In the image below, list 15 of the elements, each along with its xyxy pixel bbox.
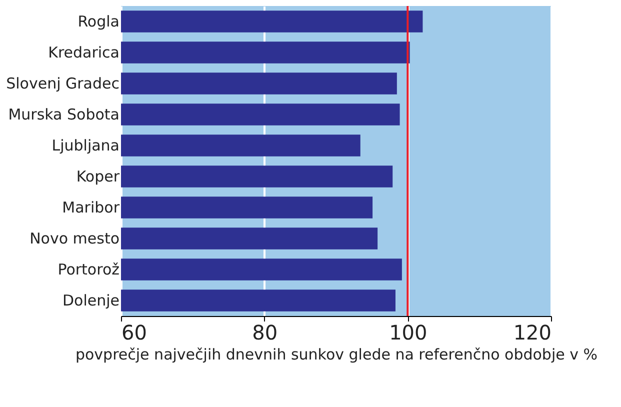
x-tick-label: 60 [122,320,147,344]
y-tick-label: Murska Sobota [8,106,120,124]
x-tick-label: 100 [389,320,428,344]
y-tick-label: Slovenj Gradec [6,74,120,92]
y-tick-label: Novo mesto [30,230,120,248]
x-axis-title: povprečje največjih dnevnih sunkov glede na referenčno obdobje v % [75,346,598,364]
y-tick-label: Rogla [78,12,120,30]
y-tick-label: Maribor [62,198,120,216]
y-tick-label: Kredarica [48,44,120,62]
x-tick-label: 80 [252,320,278,344]
y-tick-label: Koper [76,168,120,186]
y-tick-label: Portorož [58,260,120,278]
x-tick-label: 120 [513,320,552,344]
y-tick-label: Dolenje [62,292,120,310]
y-tick-label: Ljubljana [52,136,120,154]
